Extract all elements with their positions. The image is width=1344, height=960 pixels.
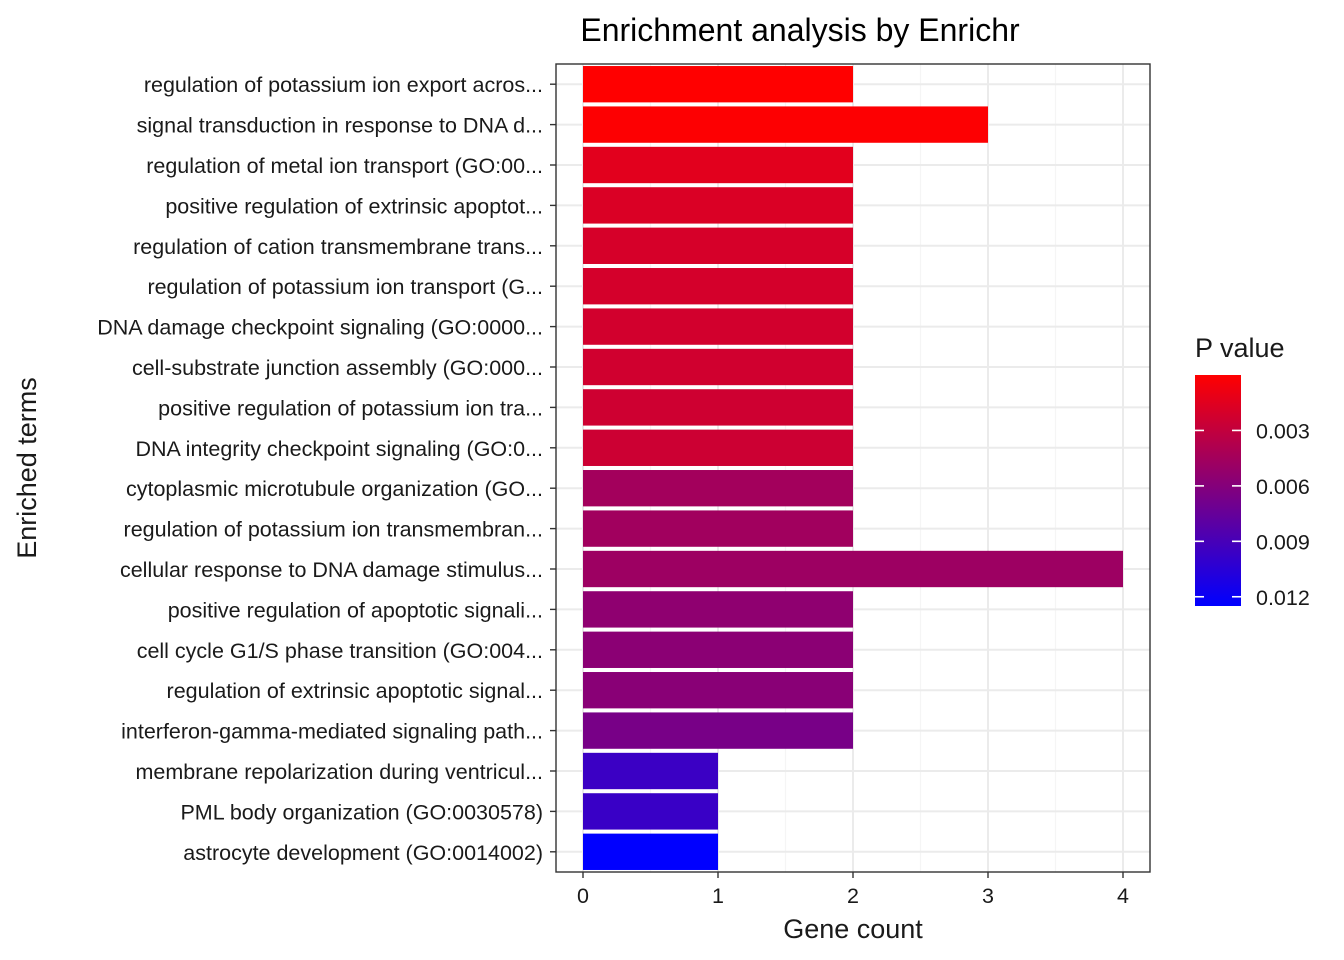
grid-layer — [556, 64, 1150, 872]
y-tick-label: positive regulation of extrinsic apoptot… — [165, 194, 543, 218]
bar — [583, 672, 853, 709]
y-tick-label: cell cycle G1/S phase transition (GO:004… — [137, 639, 543, 663]
bar-layer — [583, 66, 1123, 870]
bar — [583, 146, 853, 184]
x-axis-title: Gene count — [783, 914, 923, 944]
y-tick-label: membrane repolarization during ventricul… — [135, 760, 543, 784]
legend-tick-label: 0.006 — [1256, 475, 1310, 499]
bar — [583, 106, 988, 143]
y-axis: regulation of potassium ion export acros… — [97, 73, 556, 865]
bar — [583, 752, 718, 790]
y-tick-label: PML body organization (GO:0030578) — [180, 800, 543, 824]
y-tick-label: regulation of cation transmembrane trans… — [133, 235, 543, 259]
y-tick-label: regulation of potassium ion transmembran… — [124, 518, 543, 542]
x-tick-label: 1 — [712, 884, 724, 908]
x-tick-label: 0 — [577, 884, 589, 908]
y-tick-label: regulation of potassium ion transport (G… — [147, 275, 543, 299]
bar — [583, 793, 718, 830]
bar — [583, 429, 853, 466]
y-tick-label: DNA integrity checkpoint signaling (GO:0… — [136, 437, 544, 461]
legend-tick-label: 0.003 — [1256, 419, 1310, 443]
y-tick-label: cytoplasmic microtubule organization (GO… — [126, 477, 543, 501]
y-tick-label: signal transduction in response to DNA d… — [137, 114, 543, 138]
p-value-legend: P value 0.003 0.006 0.009 0.012 — [1195, 333, 1310, 610]
bar — [583, 631, 853, 668]
x-tick-label: 4 — [1117, 884, 1129, 908]
bar — [583, 227, 853, 264]
legend-colorbar — [1195, 375, 1241, 606]
y-tick-label: regulation of potassium ion export acros… — [144, 73, 543, 97]
bar — [583, 389, 853, 426]
y-tick-label: cell-substrate junction assembly (GO:000… — [132, 356, 543, 380]
y-tick-label: regulation of extrinsic apoptotic signal… — [167, 679, 543, 703]
y-tick-label: cellular response to DNA damage stimulus… — [120, 558, 543, 582]
x-tick-label: 2 — [847, 884, 859, 908]
bar — [583, 550, 1123, 588]
bar — [583, 187, 853, 224]
bar — [583, 510, 853, 547]
bar — [583, 268, 853, 305]
legend-title: P value — [1195, 333, 1285, 363]
x-tick-label: 3 — [982, 884, 994, 908]
legend-tick-label: 0.009 — [1256, 530, 1310, 554]
legend-ticks: 0.003 0.006 0.009 0.012 — [1195, 419, 1310, 610]
y-tick-label: positive regulation of apoptotic signali… — [168, 598, 543, 622]
bar — [583, 833, 718, 870]
y-tick-label: regulation of metal ion transport (GO:00… — [146, 154, 543, 178]
bar — [583, 470, 853, 507]
x-axis: 0 1 2 3 4 — [577, 872, 1129, 908]
y-tick-label: interferon-gamma-mediated signaling path… — [121, 720, 543, 744]
bar — [583, 66, 853, 103]
y-axis-title: Enriched terms — [12, 377, 42, 559]
y-tick-label: positive regulation of potassium ion tra… — [158, 396, 543, 420]
chart-title: Enrichment analysis by Enrichr — [580, 12, 1020, 48]
bar — [583, 308, 853, 345]
bar — [583, 712, 853, 749]
legend-tick-label: 0.012 — [1256, 586, 1310, 610]
bar — [583, 591, 853, 628]
y-tick-label: astrocyte development (GO:0014002) — [183, 841, 543, 865]
bar — [583, 348, 853, 386]
y-tick-label: DNA damage checkpoint signaling (GO:0000… — [97, 316, 543, 340]
